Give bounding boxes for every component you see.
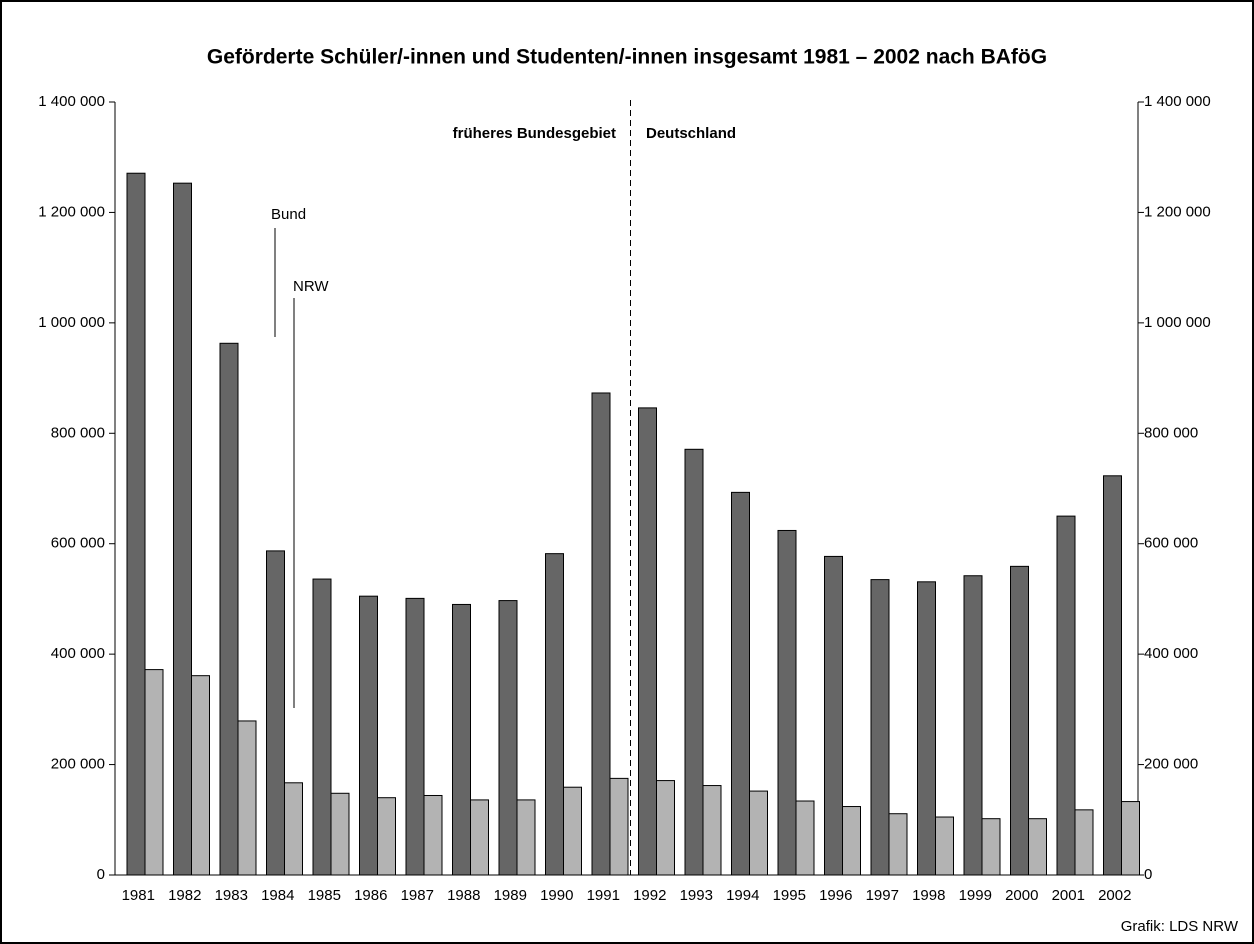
- bar: [656, 780, 675, 876]
- source: Grafik: LDS NRW: [1121, 918, 1239, 935]
- bar: [917, 581, 936, 876]
- y2-tick-label: 800 000: [1144, 424, 1198, 441]
- y-tick-label: 200 000: [51, 756, 105, 773]
- bar: [888, 813, 908, 876]
- bar: [684, 448, 704, 876]
- bar: [452, 603, 471, 876]
- bar: [638, 407, 657, 876]
- bar: [563, 786, 582, 876]
- x-tick-label: 2002: [1098, 887, 1131, 904]
- bar: [1056, 515, 1076, 876]
- bar: [191, 675, 210, 876]
- bar: [237, 720, 257, 876]
- y2-tick-label: 600 000: [1144, 535, 1198, 552]
- y2-tick-label: 200 000: [1144, 756, 1198, 773]
- x-tick-label: 1992: [633, 887, 666, 904]
- bar: [498, 600, 518, 876]
- bar: [126, 172, 146, 876]
- bar: [824, 555, 843, 876]
- x-tick-label: 1988: [447, 887, 480, 904]
- y2-tick-label: 0: [1144, 866, 1152, 883]
- bar: [144, 669, 164, 876]
- x-tick-label: 1995: [773, 887, 806, 904]
- x-tick-label: 1997: [866, 887, 899, 904]
- bar: [330, 792, 350, 876]
- bar: [423, 794, 443, 876]
- bar: [284, 782, 303, 876]
- x-tick-label: 1991: [587, 887, 620, 904]
- y-tick-label: 1 200 000: [38, 203, 105, 220]
- x-tick-label: 1985: [308, 887, 341, 904]
- bar: [591, 392, 611, 876]
- x-tick-label: 1987: [401, 887, 434, 904]
- bar: [777, 529, 797, 876]
- bar: [1103, 475, 1122, 876]
- y-tick-label: 1 400 000: [38, 93, 105, 110]
- bar: [377, 797, 396, 876]
- x-tick-label: 1989: [494, 887, 527, 904]
- bar: [702, 785, 722, 876]
- x-tick-label: 2000: [1005, 887, 1038, 904]
- series-label: Bund: [271, 206, 306, 223]
- y2-tick-label: 1 000 000: [1144, 314, 1211, 331]
- bar: [609, 777, 629, 876]
- y2-tick-label: 1 400 000: [1144, 93, 1211, 110]
- bar: [795, 800, 815, 876]
- bar: [219, 342, 239, 876]
- x-tick-label: 1981: [122, 887, 155, 904]
- bar: [545, 553, 564, 876]
- y-tick-label: 1 000 000: [38, 314, 105, 331]
- bar: [470, 799, 489, 876]
- x-tick-label: 1998: [912, 887, 945, 904]
- bar: [963, 575, 983, 876]
- bar: [981, 818, 1001, 876]
- y-tick-label: 800 000: [51, 424, 105, 441]
- x-tick-label: 1993: [680, 887, 713, 904]
- series-label: NRW: [293, 278, 329, 295]
- bar: [266, 550, 285, 876]
- bar: [1074, 809, 1094, 876]
- x-tick-label: 1999: [959, 887, 992, 904]
- bar: [935, 816, 954, 876]
- x-tick-label: 1983: [215, 887, 248, 904]
- bar: [1010, 565, 1029, 876]
- bar: [359, 595, 378, 876]
- bar: [870, 579, 890, 876]
- x-tick-label: 1984: [261, 887, 294, 904]
- bar: [173, 182, 192, 876]
- bar: [749, 790, 768, 876]
- y-tick-label: 600 000: [51, 535, 105, 552]
- bar: [405, 597, 425, 876]
- bar: [731, 491, 750, 876]
- bar: [1028, 818, 1047, 876]
- y-tick-label: 0: [97, 866, 105, 883]
- x-tick-label: 1990: [540, 887, 573, 904]
- bar: [312, 578, 332, 876]
- x-tick-label: 1986: [354, 887, 387, 904]
- y-tick-label: 400 000: [51, 645, 105, 662]
- x-tick-label: 1994: [726, 887, 759, 904]
- x-tick-label: 1996: [819, 887, 852, 904]
- y2-tick-label: 400 000: [1144, 645, 1198, 662]
- annotation: früheres Bundesgebiet: [453, 125, 616, 142]
- y2-tick-label: 1 200 000: [1144, 203, 1211, 220]
- x-tick-label: 1982: [168, 887, 201, 904]
- annotation: Deutschland: [646, 125, 736, 142]
- chart-title: Geförderte Schüler/-innen und Studenten/…: [207, 46, 1047, 69]
- bar: [1121, 801, 1140, 876]
- bar: [516, 799, 536, 876]
- x-tick-label: 2001: [1052, 887, 1085, 904]
- bar: [842, 806, 861, 876]
